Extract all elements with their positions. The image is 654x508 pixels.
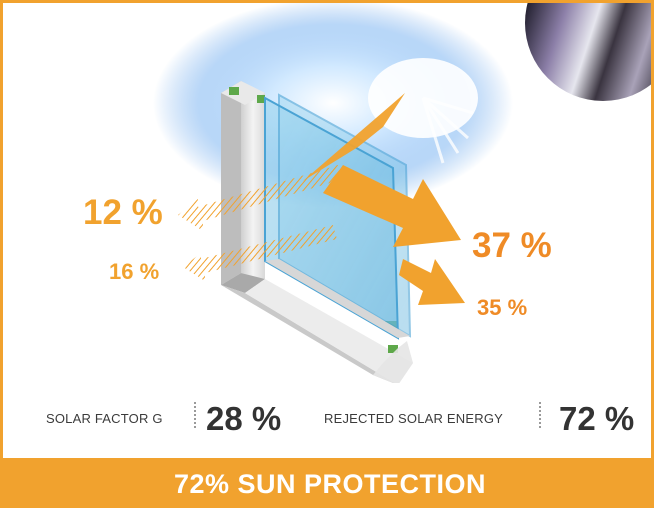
solar-factor-divider bbox=[194, 402, 196, 428]
rejected-energy-value: 72 % bbox=[559, 400, 635, 437]
footer-title: 72% SUN PROTECTION bbox=[173, 469, 487, 499]
secondary-arrow bbox=[399, 259, 465, 305]
reflected-outer-percent: 12 % bbox=[83, 193, 163, 232]
reflected-arrows bbox=[178, 165, 343, 281]
stats-row: SOLAR FACTOR G 28 % REJECTED SOLAR ENERG… bbox=[3, 395, 651, 441]
transmitted-secondary-percent: 35 % bbox=[477, 295, 528, 320]
film-roll-icon bbox=[521, 3, 651, 105]
transmitted-direct-percent: 37 % bbox=[472, 226, 552, 265]
solar-factor-label: SOLAR FACTOR G bbox=[46, 411, 163, 426]
rejected-energy-divider bbox=[539, 402, 541, 428]
footer-banner: 72% SUN PROTECTION bbox=[3, 458, 651, 508]
window-illustration bbox=[153, 3, 651, 383]
reflected-inner-percent: 16 % bbox=[109, 259, 160, 284]
rejected-energy-label: REJECTED SOLAR ENERGY bbox=[324, 411, 504, 426]
transmitted-arrow bbox=[323, 165, 461, 247]
incoming-arrow bbox=[303, 93, 405, 181]
solar-factor-value: 28 % bbox=[206, 400, 282, 437]
